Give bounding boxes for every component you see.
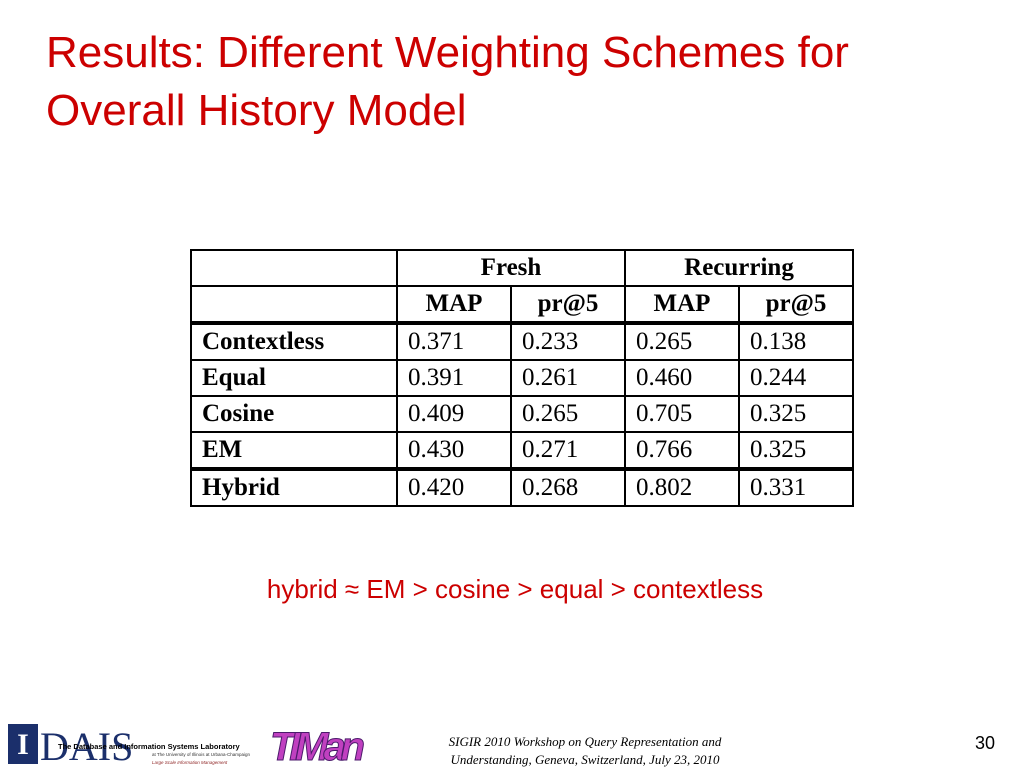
value-cell: 0.460 [624, 359, 740, 397]
data-row: Contextless 0.371 0.233 0.265 0.138 [190, 322, 854, 361]
logo-lab: The Database and Information Systems Lab… [58, 742, 241, 751]
logo-mark: I [17, 728, 29, 761]
group-header: Fresh [396, 249, 626, 287]
logo-timan: TIMan [270, 725, 365, 768]
column-header: MAP [624, 285, 740, 325]
value-cell: 0.331 [738, 467, 854, 507]
value-cell: 0.268 [510, 467, 626, 507]
value-cell: 0.261 [510, 359, 626, 397]
column-header: pr@5 [510, 285, 626, 325]
logo-affiliation: at The University of Illinois at Urbana-… [152, 752, 250, 757]
value-cell: 0.409 [396, 395, 512, 433]
citation-line: SIGIR 2010 Workshop on Query Representat… [448, 734, 722, 749]
value-cell: 0.766 [624, 431, 740, 470]
value-cell: 0.420 [396, 467, 512, 507]
value-cell: 0.325 [738, 431, 854, 470]
value-cell: 0.430 [396, 431, 512, 470]
value-cell: 0.391 [396, 359, 512, 397]
corner-cell [190, 249, 398, 287]
value-cell: 0.802 [624, 467, 740, 507]
value-cell: 0.244 [738, 359, 854, 397]
citation-line: Understanding, Geneva, Switzerland, July… [450, 752, 720, 767]
row-header: Hybrid [190, 467, 398, 507]
data-row: EM 0.430 0.271 0.766 0.325 [190, 431, 854, 470]
value-cell: 0.138 [738, 322, 854, 361]
row-header: Cosine [190, 395, 398, 433]
data-row: Hybrid 0.420 0.268 0.802 0.331 [190, 467, 854, 507]
value-cell: 0.325 [738, 395, 854, 433]
summary-note: hybrid ≈ EM > cosine > equal > contextle… [266, 574, 764, 604]
value-cell: 0.265 [510, 395, 626, 433]
logo-badge [8, 724, 38, 764]
value-cell: 0.705 [624, 395, 740, 433]
column-header: pr@5 [738, 285, 854, 325]
logos: I DAIS The Database and Information Syst… [8, 724, 366, 768]
data-row: Cosine 0.409 0.265 0.705 0.325 [190, 395, 854, 433]
column-row: MAP pr@5 MAP pr@5 [190, 285, 854, 325]
logo-group: Large Scale Information Management [152, 760, 228, 765]
value-cell: 0.271 [510, 431, 626, 470]
page-number: 30 [975, 733, 996, 753]
logo-name: DAIS [40, 724, 133, 768]
group-row: Fresh Recurring [190, 249, 854, 287]
row-header: Contextless [190, 322, 398, 361]
slide-title: Results: Different Weighting Schemes for… [46, 28, 849, 135]
citation: SIGIR 2010 Workshop on Query Representat… [400, 733, 770, 769]
data-row: Equal 0.391 0.261 0.460 0.244 [190, 359, 854, 397]
value-cell: 0.265 [624, 322, 740, 361]
row-header: EM [190, 431, 398, 470]
group-header: Recurring [624, 249, 854, 287]
corner-cell [190, 285, 398, 325]
value-cell: 0.233 [510, 322, 626, 361]
column-header: MAP [396, 285, 512, 325]
results-table: Fresh Recurring MAP pr@5 MAP pr@5 Contex… [190, 249, 854, 507]
row-header: Equal [190, 359, 398, 397]
value-cell: 0.371 [396, 322, 512, 361]
